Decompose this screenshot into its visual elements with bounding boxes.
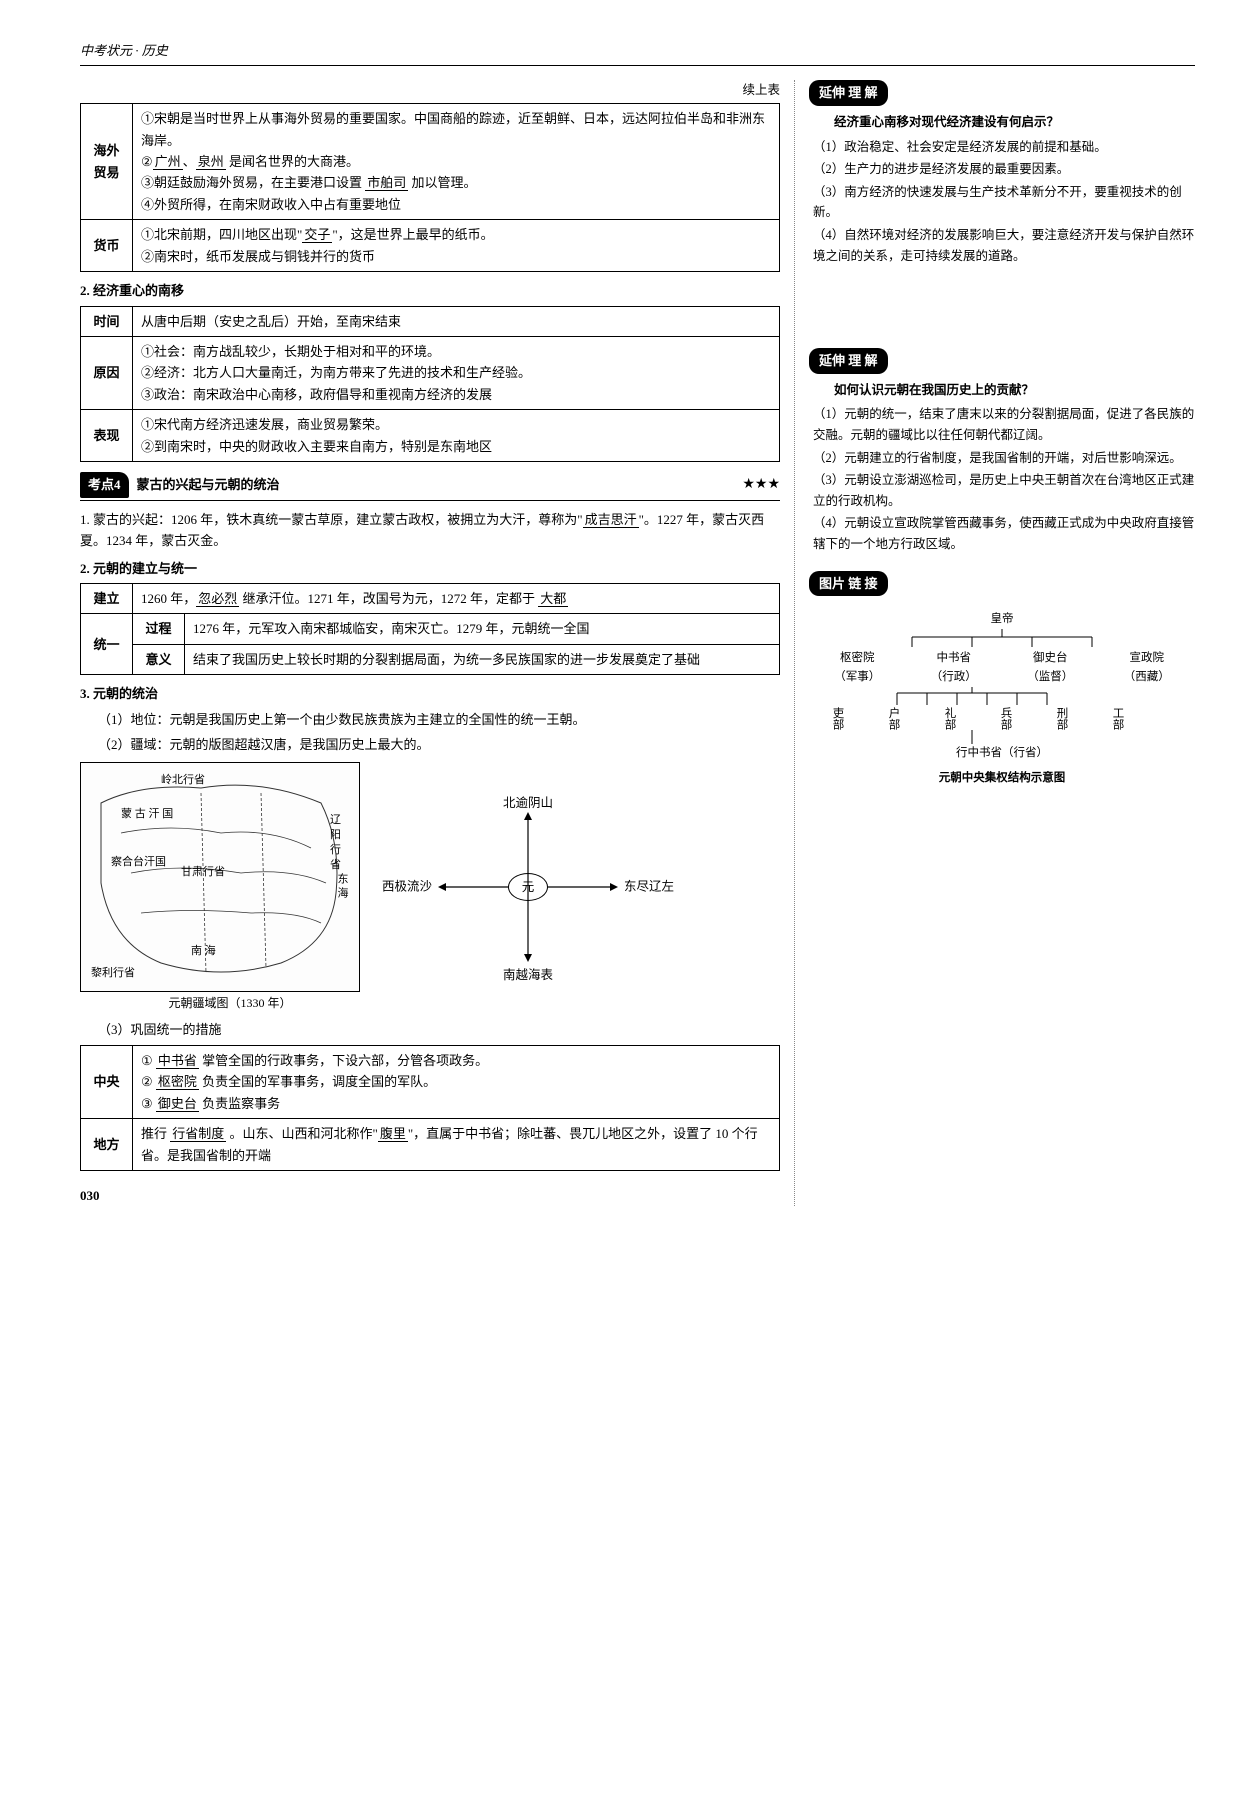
row-label: 货币 <box>81 220 133 272</box>
table-economic-shift: 时间从唐中后期（安史之乱后）开始，至南宋结束 原因 ①社会：南方战乱较少，长期处… <box>80 306 780 463</box>
continued-label: 续上表 <box>80 80 780 101</box>
sidebar-badge: 延伸 理 解 <box>809 348 888 373</box>
section-title: 3. 元朝的统治 <box>80 683 780 704</box>
section-title: 2. 经济重心的南移 <box>80 280 780 301</box>
row-content: ①宋朝是当时世界上从事海外贸易的重要国家。中国商船的踪迹，近至朝鲜、日本，远达阿… <box>133 104 780 220</box>
page-number: 030 <box>80 1185 780 1206</box>
table-overseas-trade: 海外贸易 ①宋朝是当时世界上从事海外贸易的重要国家。中国商船的踪迹，近至朝鲜、日… <box>80 103 780 272</box>
kaodian-header: 考点4 蒙古的兴起与元朝的统治 ★★★ <box>80 472 780 500</box>
para-mongol-rise: 1. 蒙古的兴起：1206 年，铁木真统一蒙古草原，建立蒙古政权，被拥立为大汗，… <box>80 509 780 552</box>
stars-icon: ★★★ <box>742 473 780 496</box>
sidebar-block: 延伸 理 解 经济重心南移对现代经济建设有何启示？ （1）政治稳定、社会安定是经… <box>809 80 1195 266</box>
page-header: 中考状元 · 历史 <box>80 40 1195 66</box>
para: （3）巩固统一的措施 <box>80 1019 780 1040</box>
kaodian-badge: 考点4 <box>80 472 129 497</box>
sidebar-badge: 延伸 理 解 <box>809 80 888 105</box>
row-content: ①北宋前期，四川地区出现"交子"，这是世界上最早的纸币。 ②南宋时，纸币发展成与… <box>133 220 780 272</box>
row-label: 海外贸易 <box>81 104 133 220</box>
table-unification-measures: 中央 ① 中书省 掌管全国的行政事务，下设六部，分管各项政务。 ② 枢密院 负责… <box>80 1045 780 1171</box>
table-yuan-establish: 建立 1260 年，忽必烈 继承汗位。1271 年，改国号为元，1272 年，定… <box>80 583 780 675</box>
para: （1）地位：元朝是我国历史上第一个由少数民族贵族为主建立的全国性的统一王朝。 <box>80 709 780 730</box>
sidebar-block: 延伸 理 解 如何认识元朝在我国历史上的贡献？ （1）元朝的统一，结束了唐末以来… <box>809 348 1195 554</box>
section-title: 2. 元朝的建立与统一 <box>80 558 780 579</box>
kaodian-title: 蒙古的兴起与元朝的统治 <box>137 474 743 495</box>
map-caption: 元朝疆域图（1330 年） <box>80 994 380 1014</box>
sidebar-badge: 图片 链 接 <box>809 571 888 596</box>
para: （2）疆域：元朝的版图超越汉唐，是我国历史上最大的。 <box>80 734 780 755</box>
yuan-territory-map: 岭北行省 蒙 古 汗 国 察合台汗国 辽 阳 行 省 东 海 甘肃行省 南 海 … <box>80 762 360 992</box>
compass-diagram: 元 北逾阴山 南越海表 西极流沙 东尽辽左 <box>398 787 658 987</box>
org-tree-diagram: 皇帝 枢密院 （军事） 中书省 （行政） 御史台 （监督） 宣政院 （西藏） <box>809 610 1195 788</box>
